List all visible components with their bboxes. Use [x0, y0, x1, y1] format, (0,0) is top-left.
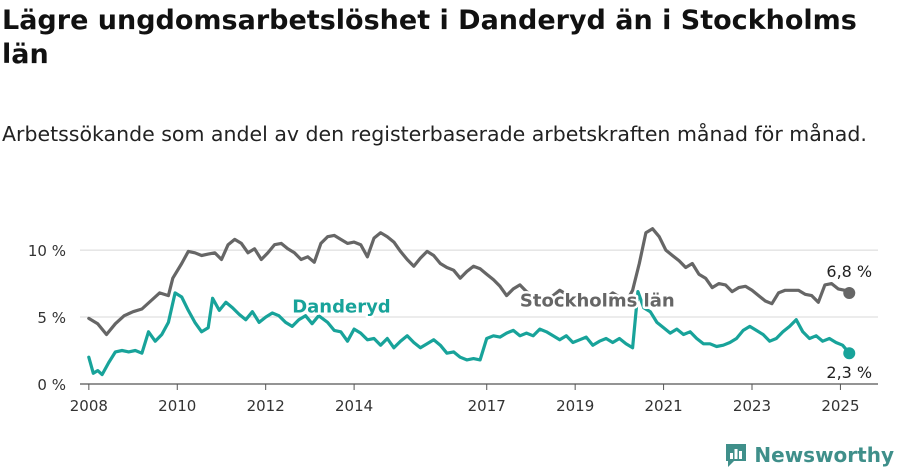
y-tick-label: 5 % [37, 309, 66, 327]
gridlines [80, 249, 878, 385]
y-tick-label: 0 % [37, 376, 66, 394]
x-tick-label: 2008 [70, 397, 108, 415]
chart-subtitle: Arbetssökande som andel av den registerb… [2, 122, 867, 146]
y-tick-label: 10 % [28, 242, 66, 260]
x-tick-label: 2014 [335, 397, 373, 415]
end-value-label-stockholm: 6,8 % [826, 262, 872, 281]
series-name-label-stockholm: Stockholms län [520, 290, 675, 311]
series-line-danderyd [87, 290, 851, 377]
y-axis: 0 % 5 % 10 % [28, 242, 66, 394]
series-line-stockholm [87, 227, 851, 337]
brand-name: Newsworthy [754, 443, 894, 467]
series-labels: 6,8 % 2,3 % Danderyd Stockholms län [290, 262, 872, 382]
x-tick-label: 2012 [247, 397, 285, 415]
x-axis: 2008 2010 2012 2014 2017 2019 2021 2023 2025 [70, 384, 860, 415]
chart-title: Lägre ungdomsarbetslöshet i Danderyd än … [2, 5, 857, 70]
x-tick-label: 2019 [556, 397, 594, 415]
newsworthy-logo: Newsworthy [724, 442, 894, 468]
end-value-label-danderyd: 2,3 % [826, 363, 872, 382]
x-tick-label: 2010 [158, 397, 196, 415]
x-tick-label: 2017 [468, 397, 506, 415]
series-name-label-danderyd: Danderyd [292, 296, 391, 317]
x-tick-label: 2025 [821, 397, 859, 415]
x-tick-label: 2023 [733, 397, 771, 415]
x-tick-label: 2021 [644, 397, 682, 415]
newsworthy-logo-icon [726, 444, 747, 467]
end-point-danderyd [843, 347, 856, 360]
end-point-stockholm [843, 286, 856, 299]
series-lines [87, 227, 856, 377]
